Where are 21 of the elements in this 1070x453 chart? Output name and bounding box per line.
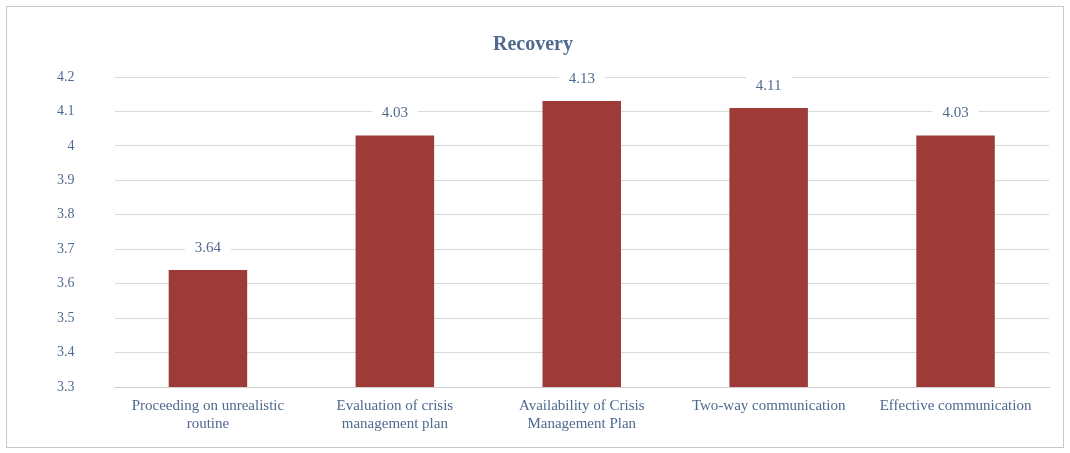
x-tick-label: Evaluation of crisis management plan [336, 396, 454, 431]
y-tick-label: 3.7 [57, 240, 75, 256]
data-label: 4.03 [942, 104, 969, 121]
x-tick-label: Effective communication [879, 396, 1032, 413]
data-label: 4.11 [755, 76, 782, 93]
y-tick-label: 4.1 [57, 103, 75, 119]
y-tick-label: 3.4 [57, 344, 75, 360]
data-label: 4.03 [381, 104, 408, 121]
y-tick-label: 4.2 [57, 68, 75, 84]
x-tick-label: Two-way communication [691, 396, 846, 413]
x-tick-label: Availability of Crisis Management Plan [518, 396, 645, 431]
y-tick-label: 3.5 [57, 309, 75, 325]
x-tick-label: Proceeding on unrealistic routine [131, 396, 285, 431]
y-tick-label: 3.3 [57, 378, 75, 394]
data-label: 4.13 [568, 70, 595, 87]
y-tick-label: 3.9 [57, 172, 75, 188]
y-tick-label: 3.6 [57, 275, 75, 291]
y-tick-label: 3.8 [57, 206, 75, 222]
chart-title: Recovery [493, 32, 573, 56]
data-label: 3.64 [194, 238, 222, 255]
y-tick-label: 4 [67, 137, 75, 153]
